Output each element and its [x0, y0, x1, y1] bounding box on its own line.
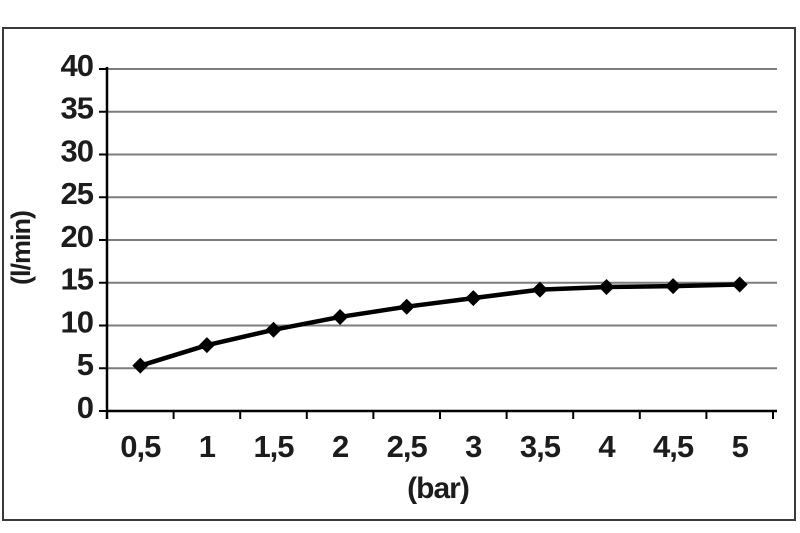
data-point-marker: [598, 279, 615, 296]
y-tick-label: 0: [77, 390, 93, 425]
data-point-marker: [531, 281, 548, 298]
data-point-marker: [665, 278, 682, 295]
x-tick-label: 1: [199, 429, 216, 464]
data-point-marker: [265, 321, 282, 338]
data-point-marker: [398, 298, 415, 315]
y-tick-label: 5: [77, 347, 94, 382]
data-line: [138, 282, 742, 368]
axes: [105, 67, 777, 419]
y-axis-title: (l/min): [6, 211, 36, 285]
x-tick-labels: 0,5 1 1,5 2 2,5 3 3,5 4 4,5 5: [120, 429, 749, 464]
data-point-marker: [332, 308, 349, 325]
y-tick-marks: [99, 68, 107, 412]
data-point-marker: [731, 276, 748, 293]
data-point-marker: [465, 290, 482, 307]
x-tick-label: 5: [732, 429, 749, 464]
x-tick-label: 3,5: [520, 429, 561, 464]
data-point-marker: [198, 337, 215, 354]
x-tick-label: 2: [332, 429, 348, 464]
gridlines: [107, 68, 777, 370]
data-point-marker: [132, 357, 149, 374]
y-tick-labels: 0 5 10 15 20 25 30 35 40: [61, 48, 95, 425]
y-tick-label: 40: [61, 48, 93, 83]
x-tick-label: 1,5: [253, 429, 294, 464]
x-tick-label: 0,5: [120, 429, 161, 464]
data-series: [132, 276, 748, 374]
x-tick-label: 4: [598, 429, 616, 464]
y-tick-label: 25: [61, 176, 94, 211]
x-axis-title: (bar): [407, 472, 469, 505]
x-tick-label: 3: [465, 429, 482, 464]
y-tick-label: 20: [61, 219, 93, 254]
y-tick-label: 30: [61, 133, 93, 168]
x-tick-label: 4,5: [653, 429, 694, 464]
y-tick-label: 35: [61, 91, 94, 126]
x-tick-label: 2,5: [387, 429, 428, 464]
chart-frame: [2, 27, 796, 521]
x-tick-marks: [106, 411, 774, 419]
y-tick-label: 15: [61, 262, 94, 297]
y-tick-label: 10: [61, 304, 93, 339]
